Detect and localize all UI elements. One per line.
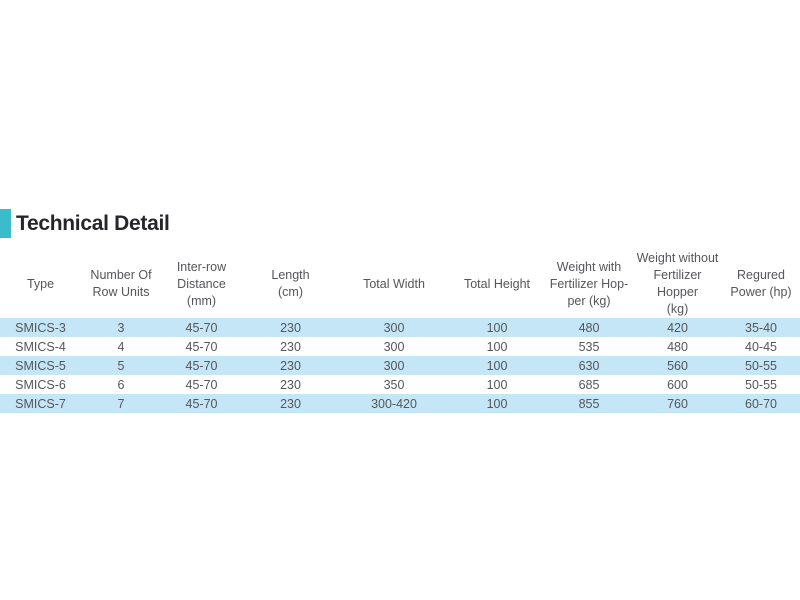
table-header-row: Type Number Of Row Units Inter-row Dista… (0, 250, 800, 318)
col-header-row-units: Number Of Row Units (81, 250, 161, 318)
cell-type: SMICS-7 (15, 396, 66, 411)
cell-weight-without-hopper: 420 (667, 320, 688, 335)
cell-row-units: 3 (117, 320, 125, 335)
cell-inter-row-distance: 45-70 (185, 396, 218, 411)
cell-weight-with-hopper: 685 (578, 377, 600, 392)
cell-type: SMICS-3 (15, 320, 66, 335)
col-header-weight-without-hopper: Weight without Fertilizer Hopper (kg) (633, 250, 722, 318)
header-line: Number Of (90, 268, 152, 282)
header-line: Weight without (636, 251, 719, 265)
header-line: Regured (737, 268, 785, 282)
cell-inter-row-distance: 45-70 (185, 339, 218, 354)
cell-total-height: 100 (486, 339, 508, 354)
col-header-required-power: Regured Power (hp) (722, 250, 800, 318)
table-row-smics-3: SMICS-3 3 45-70 230 300 100 480 420 35-4… (0, 318, 800, 337)
header-line: Fertilizer Hopper (653, 268, 702, 299)
col-header-length: Length (cm) (242, 250, 339, 318)
cell-row-units: 7 (117, 396, 125, 411)
table-row-smics-4: SMICS-4 4 45-70 230 300 100 535 480 40-4… (0, 337, 800, 356)
cell-required-power: 50-55 (745, 377, 777, 392)
header-line: Power (hp) (730, 285, 792, 299)
header-line: Inter-row (176, 259, 227, 274)
cell-total-width: 300 (383, 320, 405, 335)
cell-type: SMICS-4 (15, 339, 66, 354)
header-line: Length (271, 268, 310, 282)
cell-weight-without-hopper: 560 (667, 358, 688, 373)
table-row-smics-7: SMICS-7 7 45-70 230 300-420 100 855 760 … (0, 394, 800, 413)
accent-bar (0, 209, 11, 238)
cell-length: 230 (280, 320, 301, 335)
cell-inter-row-distance: 45-70 (185, 377, 218, 392)
cell-required-power: 50-55 (745, 358, 777, 373)
cell-length: 230 (280, 339, 301, 354)
header-line: Total Height (463, 276, 530, 291)
cell-length: 230 (280, 396, 301, 411)
header-line: Fertilizer Hop- (549, 276, 629, 291)
col-header-type: Type (0, 250, 81, 318)
col-header-total-width: Total Width (339, 250, 449, 318)
header-line: Type (26, 276, 55, 291)
col-header-inter-row-distance: Inter-row Distance (mm) (161, 250, 242, 318)
cell-type: SMICS-6 (15, 377, 66, 392)
cell-total-width: 300-420 (371, 396, 417, 411)
section-header: Technical Detail (0, 209, 170, 238)
cell-required-power: 40-45 (745, 339, 777, 354)
cell-inter-row-distance: 45-70 (185, 320, 218, 335)
cell-row-units: 5 (117, 358, 125, 373)
cell-total-height: 100 (486, 358, 508, 373)
cell-weight-without-hopper: 480 (667, 339, 688, 354)
header-line: (mm) (186, 293, 217, 308)
cell-total-width: 350 (383, 377, 405, 392)
cell-weight-with-hopper: 855 (578, 396, 600, 411)
cell-weight-without-hopper: 600 (667, 377, 688, 392)
cell-weight-without-hopper: 760 (667, 396, 688, 411)
cell-weight-with-hopper: 630 (578, 358, 600, 373)
header-line: Total Width (363, 276, 425, 291)
header-line: per (kg) (567, 293, 611, 308)
header-line: (cm) (278, 285, 303, 299)
table-row-smics-5: SMICS-5 5 45-70 230 300 100 630 560 50-5… (0, 356, 800, 375)
header-line: Row Units (92, 285, 150, 299)
header-line: Distance (177, 276, 226, 291)
table-row-smics-6: SMICS-6 6 45-70 230 350 100 685 600 50-5… (0, 375, 800, 394)
page-title: Technical Detail (16, 211, 170, 235)
cell-inter-row-distance: 45-70 (185, 358, 218, 373)
cell-weight-with-hopper: 535 (578, 339, 600, 354)
cell-total-width: 300 (383, 339, 405, 354)
cell-total-height: 100 (486, 320, 508, 335)
cell-total-height: 100 (486, 396, 508, 411)
cell-required-power: 60-70 (745, 396, 777, 411)
col-header-total-height: Total Height (449, 250, 545, 318)
cell-required-power: 35-40 (745, 320, 777, 335)
cell-total-width: 300 (383, 358, 405, 373)
cell-length: 230 (280, 377, 301, 392)
technical-detail-table: Type Number Of Row Units Inter-row Dista… (0, 250, 800, 413)
cell-type: SMICS-5 (15, 358, 66, 373)
header-line: Weight with (556, 259, 622, 274)
col-header-weight-with-hopper: Weight with Fertilizer Hop- per (kg) (545, 250, 633, 318)
cell-total-height: 100 (486, 377, 508, 392)
cell-length: 230 (280, 358, 301, 373)
cell-row-units: 6 (117, 377, 125, 392)
cell-row-units: 4 (117, 339, 125, 354)
cell-weight-with-hopper: 480 (578, 320, 600, 335)
header-line: (kg) (666, 302, 689, 316)
